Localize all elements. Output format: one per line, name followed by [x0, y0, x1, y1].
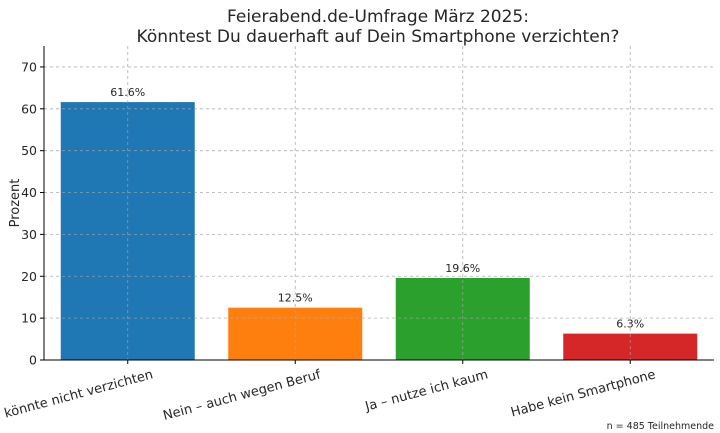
footnote: n = 485 Teilnehmende — [607, 421, 715, 432]
chart-title-line-1: Feierabend.de-Umfrage März 2025: — [227, 7, 529, 27]
x-tick-label: Habe kein Smartphone — [509, 367, 657, 420]
bar — [60, 102, 195, 361]
y-tick-label: 10 — [21, 311, 37, 326]
chart-title-line-2: Könntest Du dauerhaft auf Dein Smartphon… — [137, 27, 620, 47]
y-tick-label: 50 — [21, 143, 37, 158]
bar-value-label: 61.6% — [110, 86, 145, 99]
x-tick-label: Ja – nutze ich kaum — [363, 367, 490, 414]
y-axis-label: Prozent — [8, 179, 23, 228]
x-tick-label: Nein – auch wegen Beruf — [162, 367, 323, 424]
y-tick-label: 30 — [21, 227, 37, 242]
y-tick-label: 0 — [29, 353, 37, 368]
y-tick-label: 60 — [21, 101, 37, 116]
bars: 61.6%12.5%19.6%6.3% — [44, 46, 714, 361]
x-tick-label: Nein – könnte nicht verzichten — [0, 367, 155, 433]
y-tick-label: 20 — [21, 269, 37, 284]
y-tick-label: 40 — [21, 185, 37, 200]
y-tick-label: 70 — [21, 59, 37, 74]
